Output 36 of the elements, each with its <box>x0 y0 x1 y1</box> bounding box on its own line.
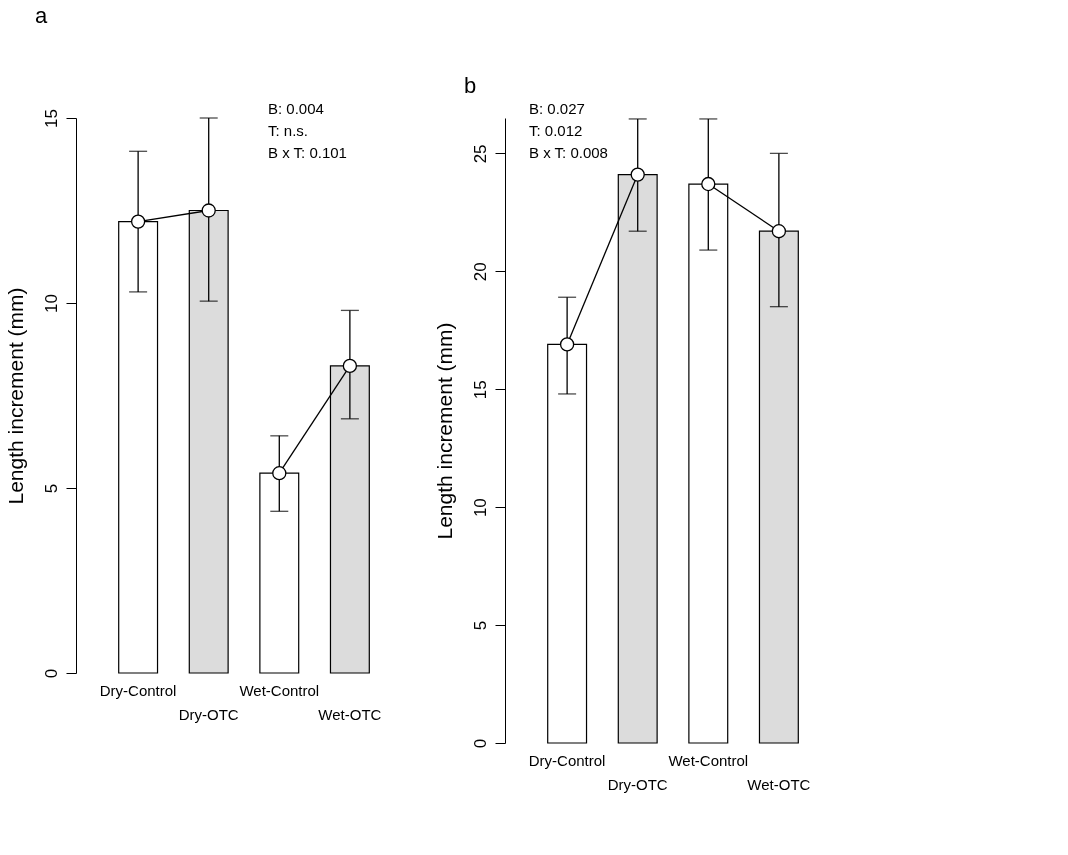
chart-title: a <box>35 3 48 28</box>
annotation: T: 0.012 <box>529 122 583 139</box>
point <box>701 176 716 192</box>
annotation: B x T: 0.008 <box>529 144 608 161</box>
y-tick-label: 10 <box>41 294 61 313</box>
x-tick-label: Dry-OTC <box>607 775 668 793</box>
y-tick-label: 15 <box>41 109 61 128</box>
y-tick-label: 0 <box>41 668 61 679</box>
point <box>201 203 216 218</box>
y-tick-label: 5 <box>470 620 490 631</box>
point <box>272 466 287 481</box>
y-tick-label: 10 <box>470 498 490 518</box>
text: B: 0.004 <box>268 100 324 117</box>
point <box>771 224 787 239</box>
point <box>630 167 645 182</box>
y-tick-label: 25 <box>470 144 490 164</box>
point <box>559 337 575 352</box>
x-tick-label: Wet-Control <box>239 681 320 699</box>
point <box>342 358 358 374</box>
x-tick-label: Wet-Control <box>668 751 749 769</box>
text: B: 0.027 <box>529 100 585 117</box>
point <box>130 214 146 229</box>
annotation: T: n.s. <box>268 122 309 139</box>
y-tick-label: 0 <box>470 738 490 749</box>
x-tick-label: Wet-OTC <box>318 705 382 723</box>
y-axis-title: Length increment (mm) <box>3 287 27 505</box>
y-tick-label: 20 <box>470 262 490 282</box>
x-tick-label: Dry-Control <box>528 751 606 769</box>
x-tick-label: Dry-OTC <box>178 705 239 723</box>
x-tick-label: Wet-OTC <box>747 775 811 793</box>
y-tick-label: 5 <box>41 483 61 494</box>
chart-title: b <box>464 73 477 98</box>
y-axis-title: Length increment (mm) <box>432 322 456 540</box>
x-tick-label: Dry-Control <box>99 681 177 699</box>
annotation: B x T: 0.101 <box>268 144 347 161</box>
y-tick-label: 15 <box>470 380 490 400</box>
